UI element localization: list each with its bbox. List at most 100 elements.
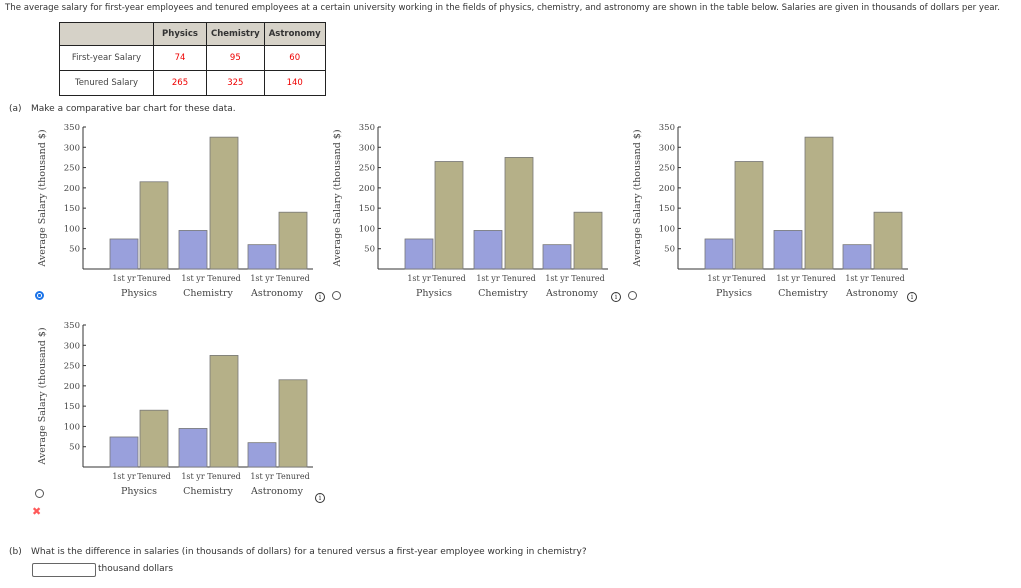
bar-chemistry-tenured	[209, 355, 239, 468]
table-row: First-year Salary 74 95 60	[59, 45, 326, 71]
bar-label: 1st yr	[476, 274, 499, 283]
category-label: Astronomy	[250, 288, 304, 299]
bar-label: 1st yr	[845, 274, 868, 283]
info-icon[interactable]: i	[907, 292, 917, 302]
y-tick-label: 50	[664, 245, 675, 255]
bar-label: 1st yr	[181, 274, 204, 283]
y-tick-label: 200	[64, 382, 80, 392]
info-icon[interactable]: i	[315, 493, 325, 503]
bar-astronomy-first-year	[842, 244, 872, 270]
bar-physics-first-year	[704, 238, 734, 270]
unit-label: thousand dollars	[98, 564, 174, 574]
table-row: Tenured Salary 265 325 140	[59, 70, 326, 96]
y-tick-label: 150	[64, 402, 80, 412]
info-icon[interactable]: i	[315, 292, 325, 302]
bar-chemistry-first-year	[178, 428, 208, 468]
bar-physics-first-year	[404, 238, 434, 270]
bar-label: 1st yr	[250, 472, 273, 481]
category-label: Physics	[416, 288, 452, 299]
option-3-radio[interactable]	[628, 291, 637, 300]
wrong-icon: ✖	[32, 505, 42, 518]
category-label: Chemistry	[478, 288, 528, 299]
category-label: Chemistry	[778, 288, 828, 299]
bar-label: 1st yr	[250, 274, 273, 283]
bar-astronomy-first-year	[247, 244, 277, 270]
y-axis-label: Average Salary (thousand $)	[37, 327, 48, 465]
salary-table: Physics Chemistry Astronomy First-year Sal…	[59, 22, 326, 96]
y-tick-label: 50	[69, 245, 80, 255]
bar-chemistry-tenured	[209, 136, 239, 270]
bar-astronomy-tenured	[873, 211, 903, 270]
bar-astronomy-first-year	[542, 244, 572, 270]
y-axis-label: Average Salary (thousand $)	[332, 129, 343, 267]
y-axis-label: Average Salary (thousand $)	[632, 129, 643, 267]
bar-chemistry-first-year	[773, 230, 803, 270]
part-b-label: (b)	[9, 547, 22, 557]
y-tick-label: 300	[659, 143, 675, 153]
bar-label: 1st yr	[707, 274, 730, 283]
bar-label: 1st yr	[112, 472, 135, 481]
category-label: Astronomy	[250, 486, 304, 497]
category-label: Astronomy	[845, 288, 899, 299]
y-tick-label: 200	[64, 184, 80, 194]
y-tick-label: 100	[64, 224, 80, 234]
y-tick-label: 250	[659, 164, 675, 174]
y-tick-label: 150	[64, 204, 80, 214]
bar-label: Tenured	[276, 472, 309, 481]
y-axis-label: Average Salary (thousand $)	[37, 129, 48, 267]
bar-physics-tenured	[139, 409, 169, 468]
y-tick-label: 100	[659, 224, 675, 234]
bar-chemistry-first-year	[473, 230, 503, 270]
y-tick-label: 200	[659, 184, 675, 194]
bar-label: 1st yr	[112, 274, 135, 283]
bar-physics-tenured	[734, 161, 764, 270]
bar-chart-option-2: Average Salary (thousand $) 50 100 150 200 25…	[332, 123, 608, 299]
y-tick-label: 350	[64, 123, 80, 133]
y-tick-label: 250	[359, 164, 375, 174]
y-tick-label: 200	[359, 184, 375, 194]
bar-chemistry-first-year	[178, 230, 208, 270]
bar-label: Tenured	[571, 274, 604, 283]
y-tick-label: 150	[359, 204, 375, 214]
bar-physics-tenured	[434, 161, 464, 270]
bar-label: Tenured	[276, 274, 309, 283]
bar-astronomy-tenured	[573, 211, 603, 270]
bar-astronomy-tenured	[278, 379, 308, 468]
bar-astronomy-first-year	[247, 442, 277, 468]
bar-chart-option-1: Average Salary (thousand $) 50 100 150 200 25…	[37, 123, 313, 299]
bar-label: Tenured	[137, 472, 170, 481]
y-tick-label: 100	[64, 422, 80, 432]
header-physics: Physics	[153, 22, 207, 46]
bar-label: Tenured	[432, 274, 465, 283]
y-tick-label: 350	[359, 123, 375, 133]
option-4-radio[interactable]	[35, 489, 44, 498]
bar-astronomy-tenured	[278, 211, 308, 270]
bar-label: Tenured	[732, 274, 765, 283]
bar-chemistry-tenured	[504, 157, 534, 270]
bar-label: Tenured	[207, 274, 240, 283]
bar-label: Tenured	[502, 274, 535, 283]
bar-physics-first-year	[109, 238, 139, 270]
option-2-radio[interactable]	[332, 291, 341, 300]
y-tick-label: 150	[659, 204, 675, 214]
intro-text: The average salary for first-year employ…	[5, 3, 1000, 13]
category-label: Physics	[121, 486, 157, 497]
y-tick-label: 350	[659, 123, 675, 133]
y-tick-label: 300	[64, 143, 80, 153]
y-tick-label: 350	[64, 321, 80, 331]
bar-chemistry-tenured	[804, 136, 834, 270]
bar-physics-tenured	[139, 181, 169, 270]
bar-label: Tenured	[871, 274, 904, 283]
bar-label: 1st yr	[407, 274, 430, 283]
part-a-text: Make a comparative bar chart for these d…	[31, 104, 236, 114]
bar-label: Tenured	[207, 472, 240, 481]
header-chemistry: Chemistry	[206, 22, 265, 46]
bar-label: Tenured	[137, 274, 170, 283]
option-1-radio[interactable]	[35, 291, 44, 300]
y-tick-label: 50	[69, 443, 80, 453]
y-tick-label: 300	[64, 341, 80, 351]
category-label: Chemistry	[183, 486, 233, 497]
info-icon[interactable]: i	[611, 292, 621, 302]
bar-label: 1st yr	[545, 274, 568, 283]
difference-input[interactable]	[32, 563, 96, 577]
